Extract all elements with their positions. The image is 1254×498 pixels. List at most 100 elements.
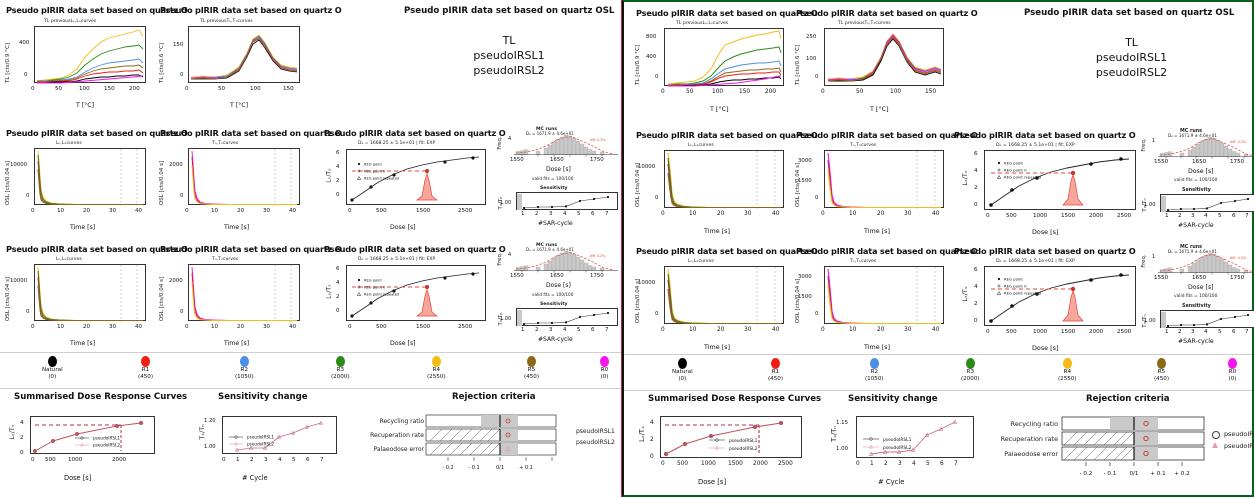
tick-oslx-10-r3: 10 — [57, 324, 65, 330]
dose-label-r5: R5 — [527, 367, 536, 373]
r-divider-bottom-legend — [624, 390, 1252, 391]
tick-sc-5: 5 — [292, 457, 296, 463]
plot-osl-tn-tx-row2[interactable]: Tₙ,Tₓcurves OSL [cts/0.04 s] 2000 0 0 10… — [158, 140, 308, 240]
sdrc-svg: pseudoIRSL1 pseudoIRSL2 — [33, 420, 143, 454]
r-dose-point-r1[interactable]: R1 (450) — [768, 358, 783, 383]
r-plot-tl-previous-t[interactable]: TL previousTₙ,Tₓcurves TL [cts/0.6 °C] 2… — [794, 20, 952, 120]
plot-osl-tn-tx-row3[interactable]: Tₙ,Tₓcurves OSL [cts/0.04 s] 2000 0 0 10… — [158, 256, 308, 356]
r-tick-tl1-0: 0 — [655, 74, 659, 80]
dose-value-r1: (450) — [138, 374, 154, 380]
r-dose-point-r0[interactable]: R0 (0) — [1228, 358, 1237, 383]
r-tick-oslTx-20-r3: 20 — [877, 327, 885, 333]
r-tick-oslT-3000-r2: 3000 — [798, 158, 812, 164]
r-plot-growth-curve-row3[interactable]: Dₑ = 1668.25 ± 5.1e+01 | fit: EXP Lₓ/Tₓ … — [954, 258, 1142, 358]
r-dose-point-r5[interactable]: R5 (450) — [1154, 358, 1169, 383]
svg-text:pseudoIRSL1: pseudoIRSL1 — [247, 435, 274, 440]
plot-summarised-drc[interactable]: Lₓ/Tₓ 4 2 0 pseu — [4, 404, 194, 494]
tick-oslTx-10-r3: 10 — [211, 324, 219, 330]
r-plot-rejection-criteria[interactable]: Recycling ratio Recuperation rate Palaeo… — [972, 408, 1254, 496]
dose-point-r3[interactable]: R3 (2000) — [331, 356, 350, 381]
r-plot-tl-previous-l[interactable]: TL previousLₙ,Lₓcurves TL [cts/0.9 °C] 8… — [634, 20, 792, 120]
analysis-panel-right[interactable]: Pseudo pIRIR data set based on quartz O … — [622, 0, 1254, 497]
tick-oslTx-40-r2: 40 — [289, 208, 297, 214]
tick-oslT-y-2000-r3: 2000 — [169, 278, 183, 284]
r-tick-sc-0: 0 — [856, 461, 860, 467]
r-axis-label-sdrc-x: Dose [s] — [698, 478, 727, 486]
plot-sensitivity-row2[interactable]: Sensitivity Tₓ/Tₙ 1.00 1 2 3 4 5 — [496, 186, 622, 238]
r-mc-annotation-r3: Dₑ = 1671.9 ± 4.6e+01 — [1168, 249, 1217, 254]
r-subtitle-osl-l-r3: Lₙ,Lₓcurves — [688, 259, 714, 264]
r-tick-tl2x-50: 50 — [856, 89, 864, 95]
plot-tl-previous-t[interactable]: TL previousTₙ,Tₓcurves TL [cts/0.6 °C] 1… — [158, 18, 308, 118]
analysis-panel-left[interactable]: Pseudo pIRIR data set based on quartz O … — [0, 0, 622, 497]
r-plot-osl-tn-tx-row3[interactable]: Tₙ,Tₓcurves OSL [cts/0.04 s] 3000 1500 0… — [794, 258, 952, 358]
axis-label-growth-x-r3: Dose [s] — [390, 340, 416, 347]
dose-point-r2[interactable]: R2 (1050) — [235, 356, 254, 381]
r-plot-sensitivity-change[interactable]: Tₓ/Tₙ 1.15 1.00 pseudoIRSL1 — [822, 406, 1002, 498]
title-growth-row3: Pseudo pIRIR data set based on quartz O — [324, 244, 506, 254]
r-tick-oslTx-40-r3: 40 — [932, 327, 940, 333]
axis-label-mc-y-r2: Freq. — [497, 136, 503, 150]
tick-sc-0: 0 — [222, 457, 226, 463]
plot-growth-curve-row3[interactable]: Dₑ = 1668.25 ± 5.1e+01 | fit: EXP Lₓ/Tₓ … — [322, 256, 494, 356]
dose-point-natural[interactable]: Natural (0) — [42, 356, 63, 381]
r-tick-tl2x-0: 0 — [821, 89, 825, 95]
r-plot-growth-curve-row2[interactable]: Dₑ = 1668.25 ± 5.1e+01 | fit: EXP Lₓ/Tₓ … — [954, 142, 1142, 242]
dose-label-r1: R1 — [141, 367, 150, 373]
r-rejection-bars: - 0.2 - 0.1 0/1 + 0.1 + 0.2 — [1061, 416, 1212, 482]
plot-rejection-criteria[interactable]: Recycling ratio Recuperation rate Palaeo… — [340, 406, 620, 494]
r-dose-point-r2[interactable]: R2 (1050) — [865, 358, 884, 383]
r-dose-point-r3[interactable]: R3 (2000) — [961, 358, 980, 383]
plot-sensitivity-row3[interactable]: Sensitivity Tₓ/Tₙ 1.00 1 2 3 4 5 — [496, 302, 622, 354]
r-tick-tl2x-150: 150 — [925, 89, 937, 95]
tick-sdrc-4: 4 — [20, 420, 24, 426]
r-dose-dot-r0 — [1228, 358, 1237, 369]
tick-schange-120: 1.20 — [204, 418, 216, 424]
r-axis-label-tl2-x: T [°C] — [870, 105, 889, 113]
r-plot-sensitivity-row2[interactable]: Sensitivity Tₓ/Tₙ 1.00 1 2 3 4 5 — [1140, 188, 1254, 240]
dose-point-r0[interactable]: R0 (0) — [600, 356, 609, 381]
r-axis-label-growth-x-r2: Dose [s] — [1032, 228, 1059, 236]
tick-sens-1-r2: 1 — [521, 211, 525, 217]
tick-sens-3-r2: 3 — [549, 211, 553, 217]
r-plot-mc-runs-row2[interactable]: MC runs Dₑ = 1671.9 ± 4.6e+01 Freq. 1 — [1140, 129, 1254, 186]
r-plot-summarised-drc[interactable]: Lₓ/Tₓ 4 2 0 pseu — [632, 406, 832, 498]
header-line-irsl1: pseudoIRSL1 — [473, 49, 545, 62]
r-plot-osl-ln-lx-row2[interactable]: Lₙ,Lₓcurves OSL [cts/0.04 s] 10000 0 0 1… — [634, 142, 792, 242]
r-tick-gx-500-r3: 500 — [1006, 329, 1017, 335]
dose-dot-r0 — [600, 356, 609, 367]
r-dose-point-r4[interactable]: R4 (2550) — [1058, 358, 1077, 383]
r-plot-sensitivity-row3[interactable]: Sensitivity Tₓ/Tₙ 1.00 1 2 3 4 5 — [1140, 304, 1254, 356]
r-plot-area-growth-r2: REG point REG point 0 REG point repeated — [984, 150, 1136, 210]
schange-svg: pseudoIRSL1 pseudoIRSL2 — [229, 420, 324, 452]
r-title-osl-t-row3: Pseudo pIRIR data set based on quartz O — [796, 246, 978, 256]
plot-osl-ln-lx-row3[interactable]: Lₙ,Lₓcurves OSL [cts/0.04 s] 10000 0 0 1… — [4, 256, 154, 356]
r-axis-label-mc-x-r2: Dose [s] — [1188, 168, 1214, 175]
axis-label-oslTx-r3: Time [s] — [224, 340, 250, 347]
plot-mc-runs-row2[interactable]: MC runs Dₑ = 1671.9 ± 4.6e+01 Freq. 4 — [496, 127, 622, 184]
plot-tl-previous-l[interactable]: TL previousLₙ,Lₓcurves TL [cts/0.9 °C] 4… — [4, 18, 154, 118]
r-tick-sc-1: 1 — [870, 461, 874, 467]
r-plot-osl-tn-tx-row2[interactable]: Tₙ,Tₓcurves OSL [cts/0.04 s] 3000 1500 0… — [794, 142, 952, 242]
dose-point-legend: Natural (0) R1 (450) R2 (1050) R3 (2000)… — [0, 354, 622, 388]
r-dose-point-natural[interactable]: Natural (0) — [672, 358, 693, 383]
r-tick-oslTx-10-r2: 10 — [849, 211, 857, 217]
plot-sensitivity-change[interactable]: Tₓ/Tₙ 1.20 1.00 pseudoIRSL1 — [190, 404, 365, 494]
dose-point-r5[interactable]: R5 (450) — [524, 356, 539, 381]
plot-mc-runs-row3[interactable]: MC runs Dₑ = 1671.9 ± 4.6e+01 Freq. 4 — [496, 243, 622, 300]
r-plot-osl-ln-lx-row3[interactable]: Lₙ,Lₓcurves OSL [cts/0.04 s] 10000 0 0 1… — [634, 258, 792, 358]
r-tick-mc-y-r3: 1 — [1152, 254, 1156, 260]
subtitle-osl-l-r3: Lₙ,Lₓcurves — [56, 257, 82, 262]
tick-sens-5-r2: 5 — [577, 211, 581, 217]
plot-osl-ln-lx-row2[interactable]: Lₙ,Lₓcurves OSL [cts/0.04 s] 10000 0 0 1… — [4, 140, 154, 240]
svg-text:REG point repeated: REG point repeated — [364, 292, 399, 296]
dose-dot-natural — [47, 356, 57, 367]
r-plot-mc-runs-row3[interactable]: MC runs Dₑ = 1671.9 ± 4.6e+01 Freq. 1 — [1140, 245, 1254, 302]
plot-growth-curve-row2[interactable]: Dₑ = 1668.25 ± 5.1e+01 | fit: EXP Lₓ/Tₓ … — [322, 140, 494, 240]
dose-point-r1[interactable]: R1 (450) — [138, 356, 153, 381]
r-growth-annotation-r2: Dₑ = 1668.25 ± 5.1e+01 | fit: EXP — [996, 143, 1075, 148]
tick-gy-2-r3: 2 — [336, 294, 340, 300]
title-osl-t-row2: Pseudo pIRIR data set based on quartz O — [160, 128, 342, 138]
svg-text:diff. 0.2%: diff. 0.2% — [590, 254, 605, 258]
dose-point-r4[interactable]: R4 (2550) — [427, 356, 446, 381]
